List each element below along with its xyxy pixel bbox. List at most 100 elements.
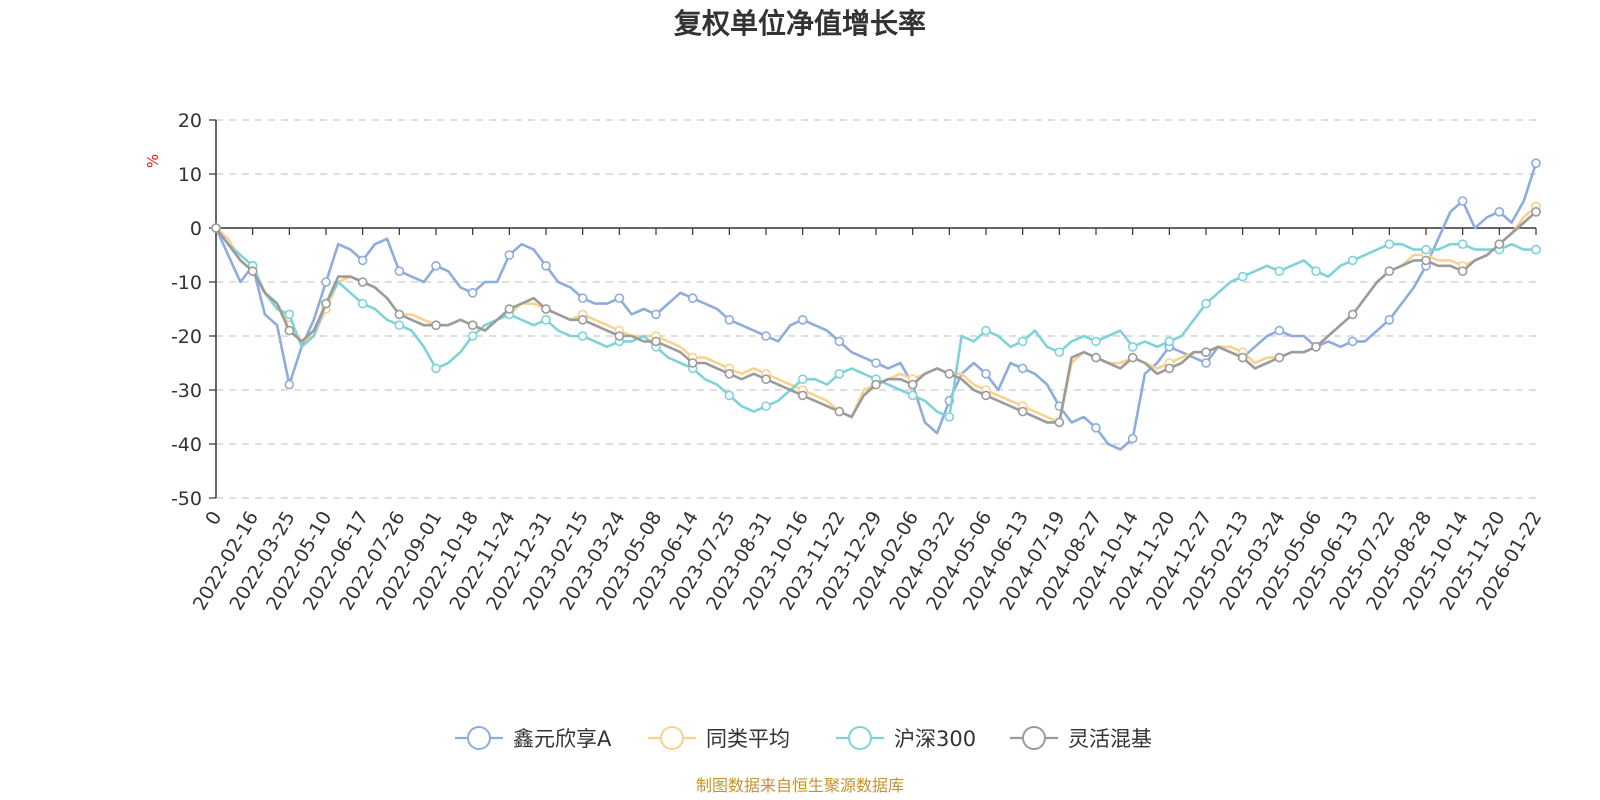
data-point-marker [761, 401, 771, 412]
data-point-marker [834, 336, 845, 347]
data-point-marker [1384, 314, 1395, 325]
data-point-marker [1384, 266, 1395, 277]
data-point-marker [1091, 336, 1101, 347]
legend-label: 沪深300 [894, 727, 976, 751]
legend-label: 灵活混基 [1068, 727, 1152, 751]
data-point-marker [1017, 363, 1028, 374]
data-point-marker [1494, 239, 1505, 249]
data-point-marker [541, 260, 551, 271]
data-point-marker [1311, 266, 1321, 277]
y-tick-label: -10 [171, 272, 202, 294]
data-point-marker [1384, 239, 1395, 249]
data-point-marker [1531, 158, 1541, 168]
data-point-marker [1421, 244, 1431, 255]
legend-label: 鑫元欣享A [513, 727, 612, 751]
data-point-marker [321, 277, 331, 287]
data-point-marker [321, 298, 331, 309]
data-point-marker [467, 320, 478, 331]
data-point-marker [504, 250, 515, 260]
chart-title: 复权单位净值增长率 [674, 7, 926, 40]
data-point-marker [761, 374, 771, 385]
data-point-marker [1054, 347, 1065, 358]
gridlines [216, 119, 1536, 499]
data-point-marker [944, 412, 955, 422]
data-point-marker [871, 379, 881, 390]
data-point-marker [1237, 352, 1248, 363]
legend-label: 同类平均 [706, 727, 790, 751]
data-point-marker [467, 331, 478, 341]
data-point-marker [834, 368, 845, 379]
legend-circle-icon [660, 726, 684, 750]
data-point-marker [981, 368, 991, 379]
data-source-note: 制图数据来自恒生聚源数据库 [696, 776, 904, 795]
data-point-marker [1421, 255, 1431, 266]
data-point-marker [1531, 244, 1541, 255]
data-point-marker [761, 331, 771, 341]
data-point-marker [1274, 266, 1285, 277]
data-point-marker [1274, 352, 1285, 363]
data-point-marker [577, 293, 588, 304]
y-tick-label: 10 [178, 164, 202, 186]
data-point-marker [357, 277, 368, 287]
data-point-marker [1201, 298, 1211, 309]
x-tick-label: 0 [201, 508, 226, 529]
data-point-marker [1091, 422, 1101, 433]
data-point-marker [981, 325, 991, 336]
data-point-marker [1017, 336, 1028, 347]
data-point-marker [907, 379, 918, 390]
data-point-marker [431, 363, 441, 374]
data-point-marker [797, 314, 808, 325]
data-point-marker [1054, 417, 1065, 428]
data-point-marker [834, 406, 845, 417]
legend[interactable]: 鑫元欣享A 同类平均 沪深300 灵活混基 [455, 726, 1152, 751]
data-point-marker [1201, 358, 1211, 368]
series-line-3 [214, 210, 1538, 424]
data-point-marker [614, 293, 625, 304]
y-tick-label: -20 [171, 326, 202, 348]
data-point-marker [651, 336, 661, 347]
data-point-marker [1311, 341, 1321, 352]
data-point-marker [467, 287, 478, 298]
data-point-marker [1201, 347, 1211, 358]
data-point-marker [1127, 352, 1138, 363]
data-point-marker [504, 304, 515, 314]
data-point-marker [284, 325, 295, 336]
data-point-marker [724, 368, 735, 379]
series-line-0 [214, 161, 1538, 451]
data-point-marker [1017, 406, 1028, 417]
legend-circle-icon [1022, 726, 1046, 750]
data-point-marker [614, 331, 625, 341]
data-point-marker [394, 320, 405, 331]
data-point-marker [577, 314, 588, 325]
data-point-marker [981, 390, 991, 401]
legend-item-0[interactable]: 鑫元欣享A [455, 726, 612, 751]
legend-item-3[interactable]: 灵活混基 [1010, 726, 1152, 751]
data-point-marker [394, 266, 405, 277]
y-tick-label: 0 [190, 218, 202, 240]
data-point-marker [284, 379, 295, 390]
x-axis-ticks: 02022-02-162022-03-252022-05-102022-06-1… [189, 228, 1546, 614]
legend-circle-icon [467, 726, 491, 750]
y-tick-label: -40 [171, 434, 202, 456]
data-point-marker [577, 331, 588, 341]
series-lines [211, 158, 1541, 451]
legend-item-2[interactable]: 沪深300 [836, 726, 976, 751]
data-point-marker [651, 309, 661, 320]
data-point-marker [1091, 352, 1101, 363]
data-point-marker [247, 266, 258, 277]
data-point-marker [1164, 363, 1175, 374]
data-point-marker [284, 309, 295, 320]
legend-item-1[interactable]: 同类平均 [648, 726, 790, 751]
y-axis-ticks: 20 10 0 -10 -20 -30 -40 -50 [171, 110, 216, 510]
y-tick-label: 20 [178, 110, 202, 132]
data-point-marker [211, 223, 221, 233]
legend-circle-icon [848, 726, 872, 750]
data-point-marker [871, 358, 881, 368]
y-axis-unit: % [144, 154, 162, 168]
data-point-marker [1494, 207, 1505, 217]
data-point-marker [431, 320, 441, 331]
data-point-marker [687, 358, 698, 368]
data-point-marker [944, 368, 955, 379]
data-point-marker [1531, 207, 1541, 217]
